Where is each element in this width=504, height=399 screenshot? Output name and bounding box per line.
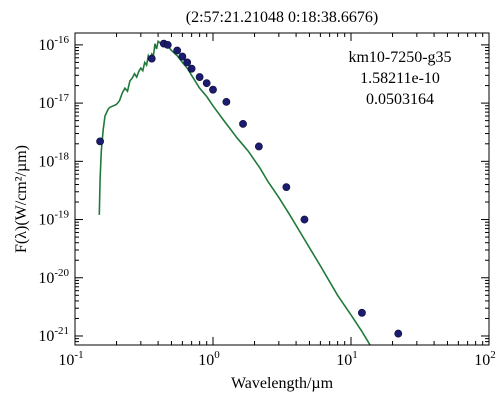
y-tick-label: 10-19 xyxy=(38,209,69,229)
photometry-point xyxy=(183,58,192,67)
x-tick-label: 101 xyxy=(336,349,358,369)
model-layer xyxy=(98,39,371,345)
annotation-chi: 0.0503164 xyxy=(366,91,434,108)
photometry-point xyxy=(163,40,172,49)
y-tick-label: 10-20 xyxy=(38,267,69,287)
photometry-point xyxy=(96,137,104,146)
photometry-point xyxy=(282,183,291,192)
photometry-point xyxy=(222,97,231,106)
y-tick-label: 10-18 xyxy=(38,150,69,170)
y-tick-label: 10-17 xyxy=(38,92,69,112)
photometry-point xyxy=(202,79,211,88)
photometry-point xyxy=(239,119,247,128)
y-tick-label: 10-16 xyxy=(38,34,69,54)
y-axis-label: F(λ)(W/cm²/µm) xyxy=(13,145,30,253)
x-tick-label: 102 xyxy=(474,349,496,369)
axes-layer: 10-1 100 101 102 10-21 10-20 10-19 10-18 10-17 10… xyxy=(38,32,496,369)
photometry-point xyxy=(173,46,182,55)
x-axis-label: Wavelength/µm xyxy=(231,375,334,392)
photometry-point xyxy=(358,308,366,317)
photometry-point xyxy=(394,329,403,338)
chart-title: (2:57:21.21048 0:18:38.6676) xyxy=(186,9,378,26)
photometry-point xyxy=(254,142,263,151)
photometry-point xyxy=(300,215,309,224)
annotation-scale: 1.58211e-10 xyxy=(360,70,440,87)
annotation-block: km10-7250-g35 1.58211e-10 0.0503164 xyxy=(348,49,451,108)
plot-frame xyxy=(74,32,490,346)
photometry-point xyxy=(195,73,204,81)
photometry-point xyxy=(209,85,217,94)
photometry-point xyxy=(187,64,196,73)
photometry-point xyxy=(147,54,156,63)
model-sed-line xyxy=(98,39,371,345)
annotation-model: km10-7250-g35 xyxy=(348,49,451,66)
photometry-point xyxy=(178,52,187,61)
x-tick-label: 100 xyxy=(198,349,220,369)
y-tick-label: 10-21 xyxy=(38,325,69,345)
photometry-layer xyxy=(96,39,403,338)
x-tick-label: 10-1 xyxy=(58,349,83,369)
